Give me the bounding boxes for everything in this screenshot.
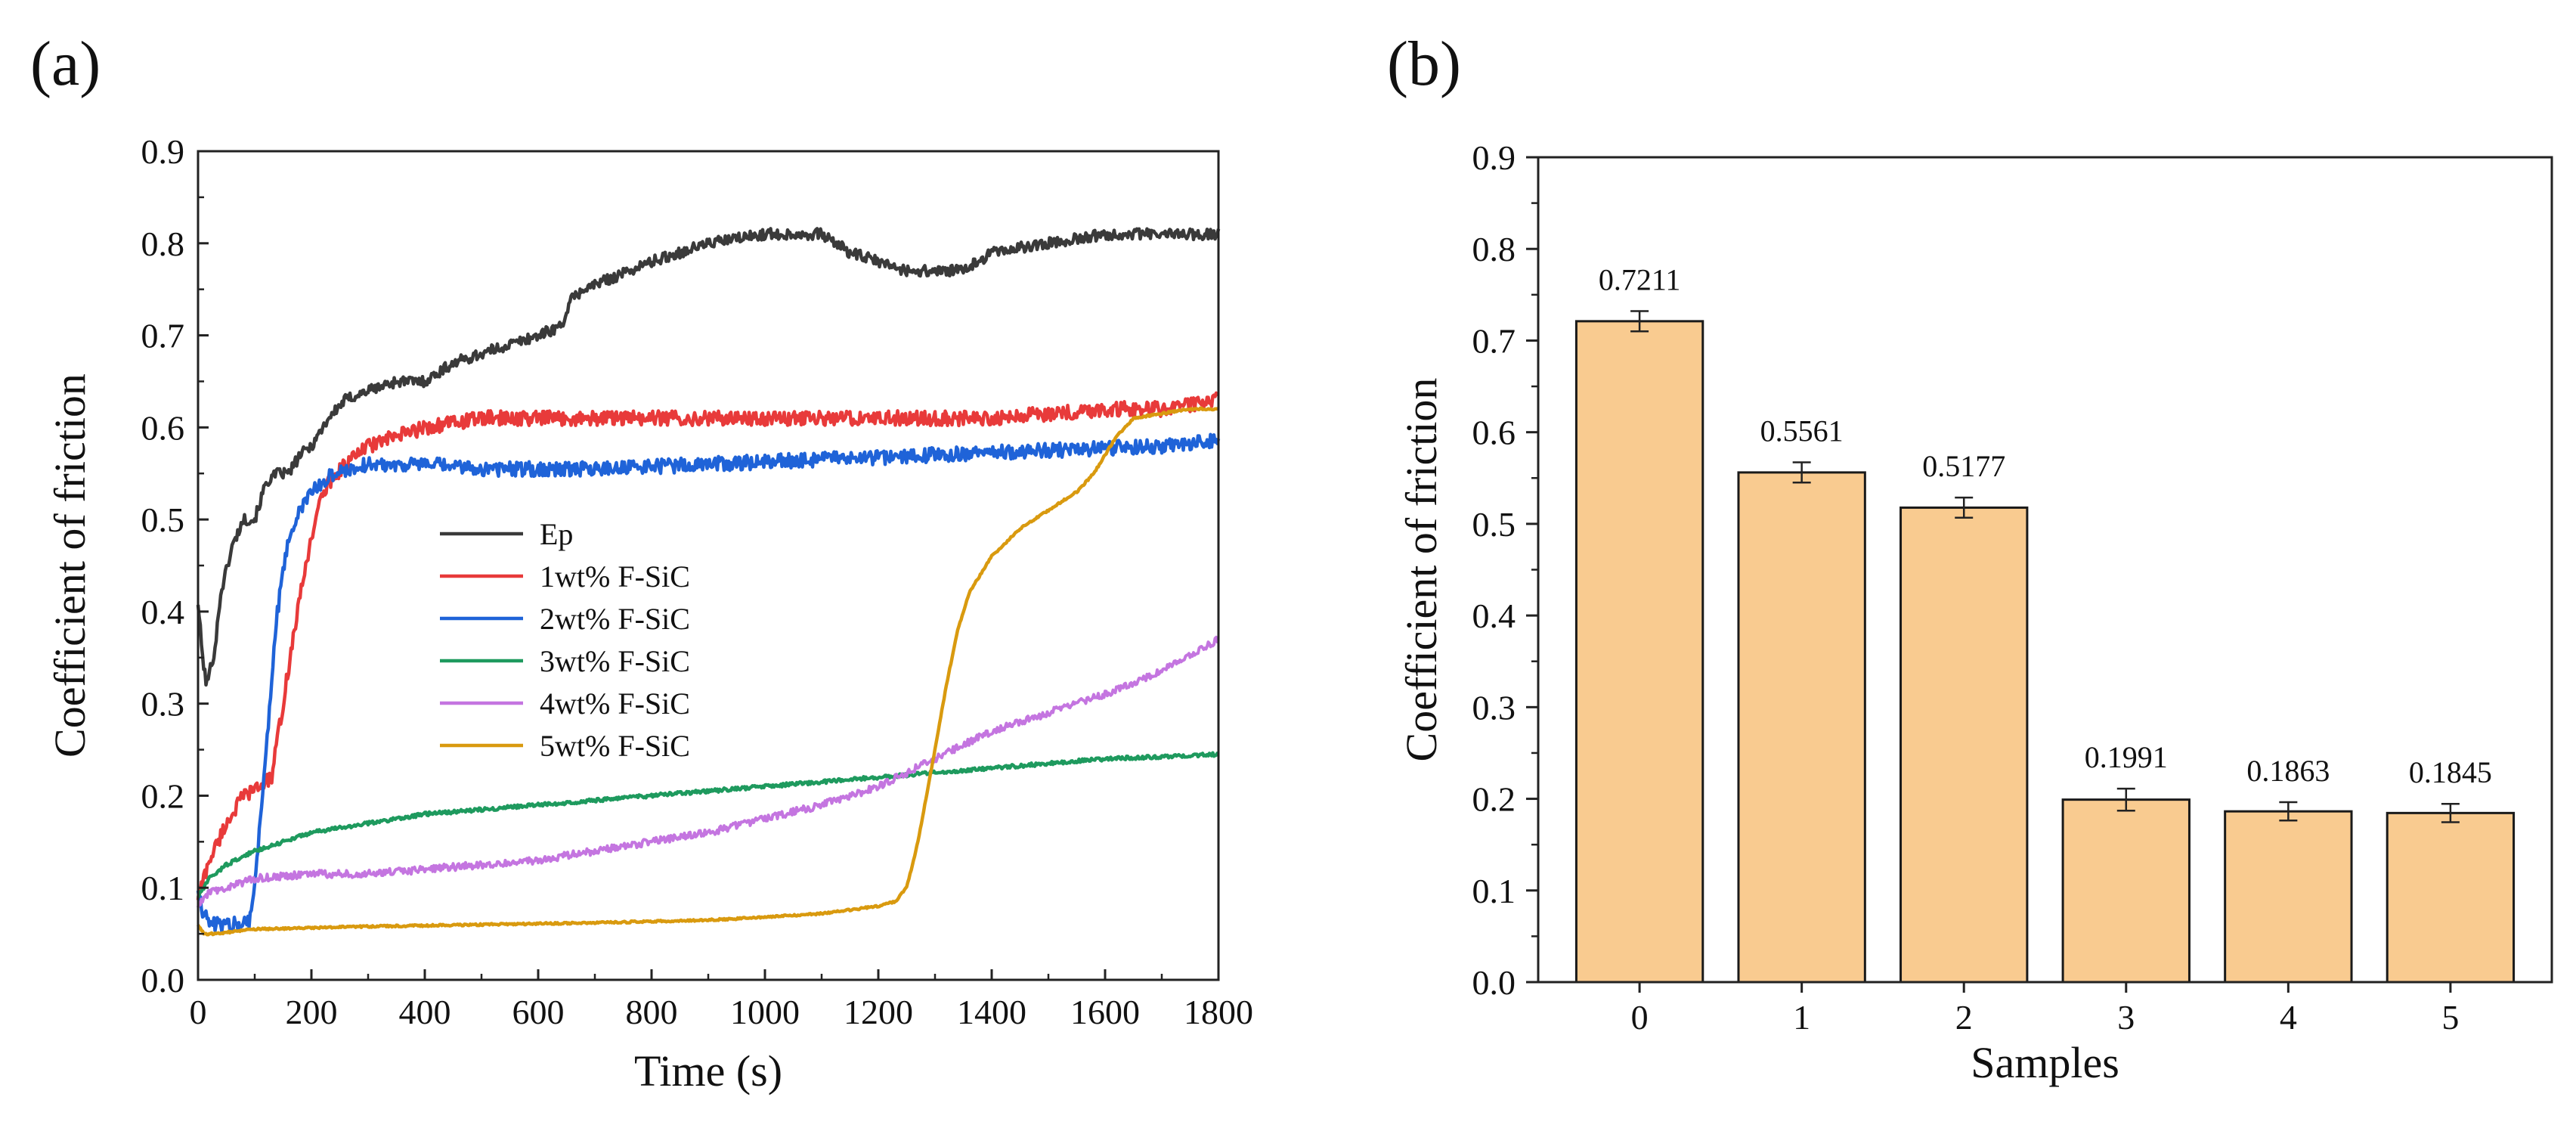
y-tick-label: 0.7: [1472, 321, 1516, 360]
legend-label: Ep: [540, 517, 573, 551]
y-tick-label: 0.1: [141, 869, 185, 907]
x-tick-label: 200: [286, 993, 338, 1031]
y-tick-label: 0.3: [1472, 688, 1516, 727]
series-line-3wt-f-sic: [196, 751, 1220, 899]
plot-frame: [197, 150, 1220, 981]
series-line-2wt-f-sic: [196, 432, 1221, 934]
legend-label: 4wt% F-SiC: [540, 686, 690, 721]
x-tick-label: 5: [2441, 998, 2459, 1037]
x-tick-label: 1600: [1070, 993, 1140, 1031]
data-label: 0.5561: [1760, 414, 1844, 448]
bar: [1574, 320, 1704, 984]
x-tick-label: 2: [1955, 998, 1973, 1037]
data-label: 0.1845: [2409, 755, 2492, 789]
data-label: 0.1991: [2085, 740, 2168, 774]
y-tick-label: 0.2: [141, 776, 185, 815]
y-tick-label: 0.5: [141, 501, 185, 539]
bar-chart-panel: 0.7211 0 0.5561 1 0.5177 2 0.1991 3 0.1863 4 0.184…: [1397, 138, 2553, 1087]
legend-label: 1wt% F-SiC: [540, 559, 690, 593]
series-line-ep: [196, 227, 1221, 687]
series-line-4wt-f-sic: [197, 635, 1220, 908]
y-tick-label: 0.9: [141, 132, 185, 171]
series-line-5wt-f-sic: [197, 406, 1220, 937]
x-tick-label: 400: [399, 993, 451, 1031]
legend-label: 5wt% F-SiC: [540, 729, 690, 763]
x-axis-title: Time (s): [634, 1046, 782, 1096]
x-tick-label: 600: [512, 993, 565, 1031]
panel-label-a: (a): [30, 29, 101, 99]
y-tick-label: 0.8: [141, 225, 185, 263]
y-tick-label: 0.2: [1472, 780, 1516, 819]
x-tick-label: 3: [2117, 998, 2135, 1037]
y-axis-title: Coefficient of friction: [45, 373, 94, 758]
x-tick-label: 1000: [730, 993, 800, 1031]
line-chart-panel: 0 200 400 600 800 1000 1200 1400 1600 1800 0.0 0.1 0…: [45, 132, 1253, 1096]
y-tick-label: 0.9: [1472, 138, 1516, 177]
x-tick-label: 1400: [957, 993, 1026, 1031]
x-tick-label: 800: [626, 993, 678, 1031]
data-label: 0.5177: [1922, 449, 2005, 483]
legend-label: 2wt% F-SiC: [540, 602, 690, 636]
y-tick-label: 0.0: [1472, 963, 1516, 1002]
data-label: 0.1863: [2246, 754, 2330, 788]
x-tick-label: 1: [1793, 998, 1810, 1037]
bar: [1899, 506, 2029, 984]
y-tick-label: 0.6: [1472, 414, 1516, 452]
x-tick-label: 1200: [844, 993, 913, 1031]
x-tick-label: 0: [1631, 998, 1649, 1037]
series-line-1wt-f-sic: [196, 391, 1220, 900]
y-tick-label: 0.1: [1472, 872, 1516, 910]
y-tick-label: 0.8: [1472, 230, 1516, 268]
data-label: 0.7211: [1599, 263, 1681, 297]
panel-label-b: (b): [1387, 29, 1461, 99]
y-axis-title: Coefficient of friction: [1397, 378, 1446, 762]
y-tick-label: 0.4: [141, 593, 185, 631]
legend-label: 3wt% F-SiC: [540, 644, 690, 678]
y-tick-label: 0.6: [141, 408, 185, 447]
bar: [1737, 471, 1866, 984]
y-tick-label: 0.7: [141, 317, 185, 355]
bar: [2061, 798, 2191, 984]
y-tick-label: 0.3: [141, 685, 185, 724]
x-tick-label: 0: [190, 993, 207, 1031]
y-tick-label: 0.0: [141, 961, 185, 999]
bar: [2224, 810, 2353, 984]
bar: [2386, 811, 2516, 984]
y-tick-label: 0.4: [1472, 597, 1516, 635]
x-tick-label: 1800: [1184, 993, 1253, 1031]
x-axis-title: Samples: [1971, 1038, 2119, 1087]
x-tick-label: 4: [2280, 998, 2297, 1037]
y-tick-label: 0.5: [1472, 505, 1516, 544]
